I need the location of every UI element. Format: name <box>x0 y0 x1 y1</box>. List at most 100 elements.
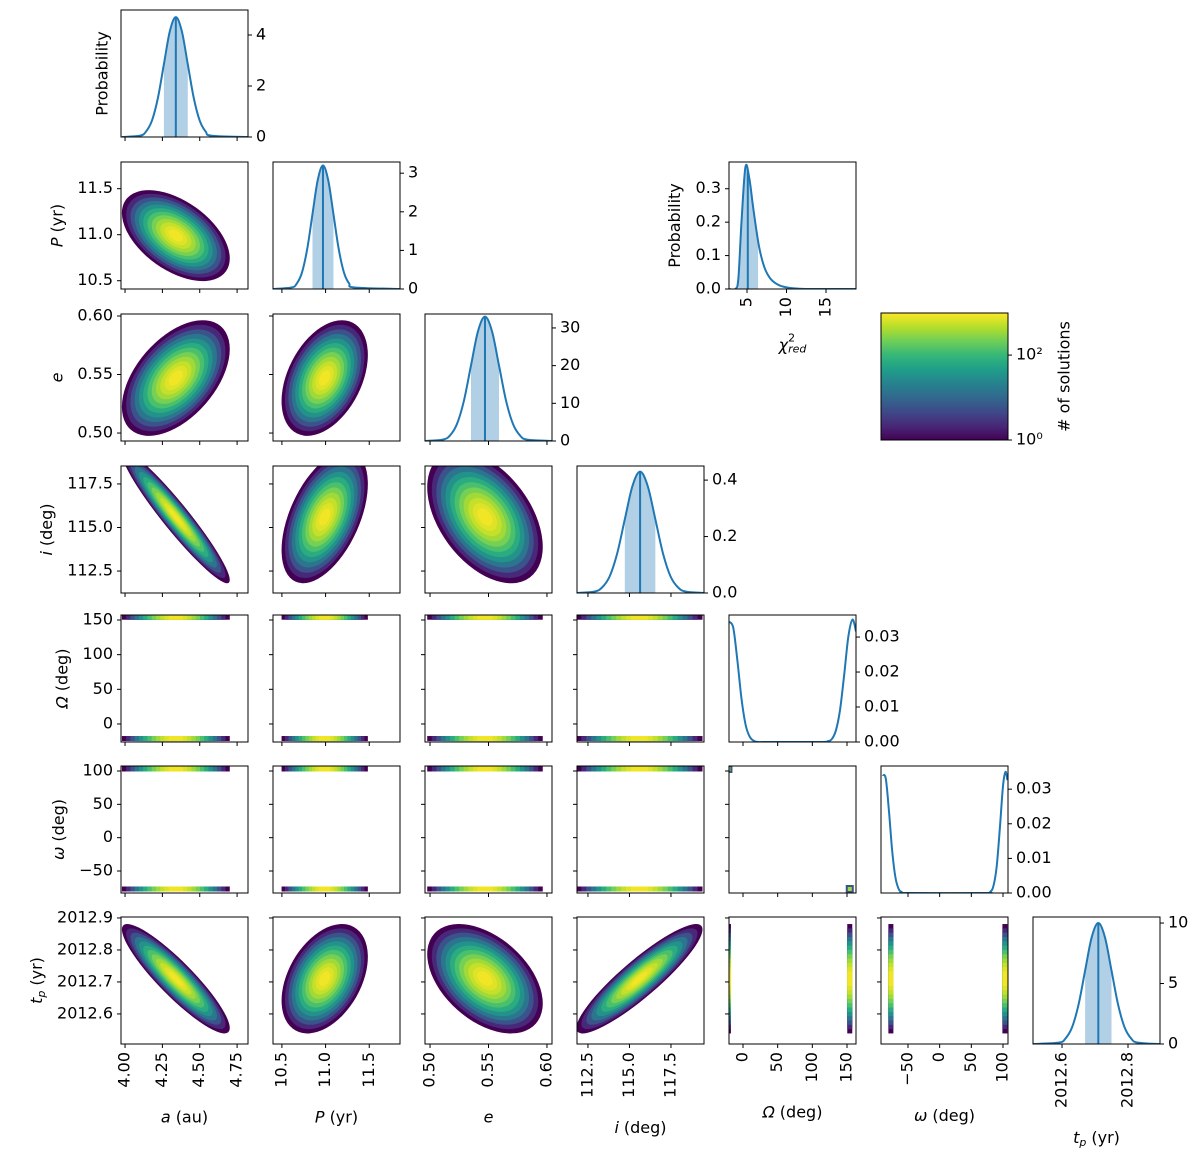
density-level <box>319 971 331 986</box>
panel-frame <box>576 614 705 743</box>
mode-stripe <box>631 766 648 772</box>
density-level <box>168 508 183 526</box>
density-panel <box>729 163 856 289</box>
y-tick-label: 0.01 <box>1016 848 1052 867</box>
symbol: e <box>47 372 66 382</box>
mode-spot <box>729 767 731 771</box>
panel-frame <box>1032 916 1161 1045</box>
x-tick-label: 50 <box>767 1052 786 1072</box>
mode-stripe <box>477 736 493 742</box>
density-panel <box>729 618 856 742</box>
symbol: P <box>315 1107 325 1126</box>
hist2d-panel <box>427 924 543 1034</box>
x-tick-label: 2012.6 <box>1052 1052 1071 1108</box>
y-tick-label: 0 <box>256 127 266 146</box>
axis-label: ω (deg) <box>49 799 68 860</box>
panel-frame <box>120 161 249 290</box>
hist2d-panel <box>577 766 703 892</box>
x-tick-label: 5 <box>737 297 756 307</box>
axis-label: tp (yr) <box>1073 1127 1120 1149</box>
y-tick-label: 10 <box>1168 913 1188 932</box>
panel-frame <box>880 765 1009 894</box>
x-tick-label: 11.0 <box>315 1052 334 1088</box>
panel-frame <box>576 916 705 1045</box>
hist2d-panel <box>281 924 368 1034</box>
unit: (deg) <box>37 503 56 546</box>
y-tick-label: 0 <box>408 279 418 298</box>
y-tick-label: 0.01 <box>864 697 900 716</box>
axis-label: ω (deg) <box>914 1105 975 1124</box>
hist2d-panel <box>121 466 230 584</box>
colorbar <box>881 313 1008 440</box>
x-tick-label: 150 <box>836 1052 855 1083</box>
density-curve <box>729 163 856 289</box>
panel-frame <box>120 916 249 1045</box>
panel-frame <box>424 765 553 894</box>
density-level <box>168 971 183 986</box>
y-tick-label: 0.4 <box>712 470 737 489</box>
panel-frame <box>728 916 857 1045</box>
y-tick-label: 0.2 <box>696 212 721 231</box>
axis-label: tp (yr) <box>27 957 49 1004</box>
hist2d-panel <box>577 615 703 742</box>
x-tick-label: 10.5 <box>271 1052 290 1088</box>
mode-stripe <box>477 766 493 772</box>
superscript: 2 <box>788 331 795 344</box>
density-curve <box>881 770 1008 893</box>
unit: (yr) <box>27 957 46 986</box>
y-axis-label: Probability <box>665 183 684 268</box>
panel-frame <box>120 9 249 138</box>
y-tick-label: 10⁰ <box>1016 430 1043 449</box>
density-level <box>319 370 331 386</box>
y-tick-label: 30 <box>560 317 580 336</box>
unit: (deg) <box>780 1102 823 1121</box>
unit: (au) <box>176 1107 208 1126</box>
mode-stripe <box>168 886 183 892</box>
y-tick-label: 0.00 <box>864 732 900 751</box>
y-tick-label: 2012.6 <box>57 1003 113 1022</box>
x-tick-label: 4.00 <box>115 1052 134 1088</box>
y-tick-label: 0.0 <box>712 583 737 602</box>
density-level <box>168 370 183 386</box>
y-tick-label: 0.02 <box>1016 813 1052 832</box>
y-tick-label: 0.55 <box>77 364 113 383</box>
hist2d-panel <box>427 615 543 742</box>
hist2d-panel <box>281 466 368 584</box>
density-level <box>477 508 493 526</box>
mode-stripe <box>319 886 331 892</box>
density-panel <box>881 770 1008 893</box>
axis-label: Ω (deg) <box>52 649 71 710</box>
density-curve <box>273 164 400 289</box>
panel-frame <box>880 312 1009 441</box>
hist2d-panel <box>427 766 543 892</box>
mode-stripe <box>168 736 183 742</box>
y-tick-label: 3 <box>408 163 418 182</box>
unit: (yr) <box>330 1107 359 1126</box>
hist2d-panel <box>577 924 703 1034</box>
mode-stripe <box>631 736 648 742</box>
mode-stripe <box>168 766 183 772</box>
symbol: t <box>1073 1127 1080 1146</box>
mode-stripe <box>168 615 183 620</box>
y-tick-label: 10² <box>1016 345 1043 364</box>
x-tick-label: 112.5 <box>577 1052 596 1098</box>
y-tick-label: 0.03 <box>1016 779 1052 798</box>
y-tick-label: 10.5 <box>77 270 113 289</box>
density-panel <box>425 315 552 441</box>
y-tick-label: 0.0 <box>696 279 721 298</box>
y-tick-label: 11.5 <box>77 178 113 197</box>
y-tick-label: 2012.7 <box>57 971 113 990</box>
panel-frame <box>728 161 857 290</box>
panel-frame <box>576 765 705 894</box>
y-tick-label: 4 <box>256 24 266 43</box>
symbol: P <box>47 237 66 247</box>
y-tick-label: 112.5 <box>67 561 113 580</box>
x-tick-label: 0.50 <box>420 1052 439 1088</box>
y-tick-label: 20 <box>560 355 580 374</box>
hist2d-panel <box>121 924 230 1034</box>
x-tick-label: 4.50 <box>189 1052 208 1088</box>
x-tick-label: 0 <box>929 1052 948 1062</box>
y-tick-label: 1 <box>408 240 418 259</box>
mode-stripe <box>319 736 331 742</box>
x-tick-label: −50 <box>897 1052 916 1086</box>
